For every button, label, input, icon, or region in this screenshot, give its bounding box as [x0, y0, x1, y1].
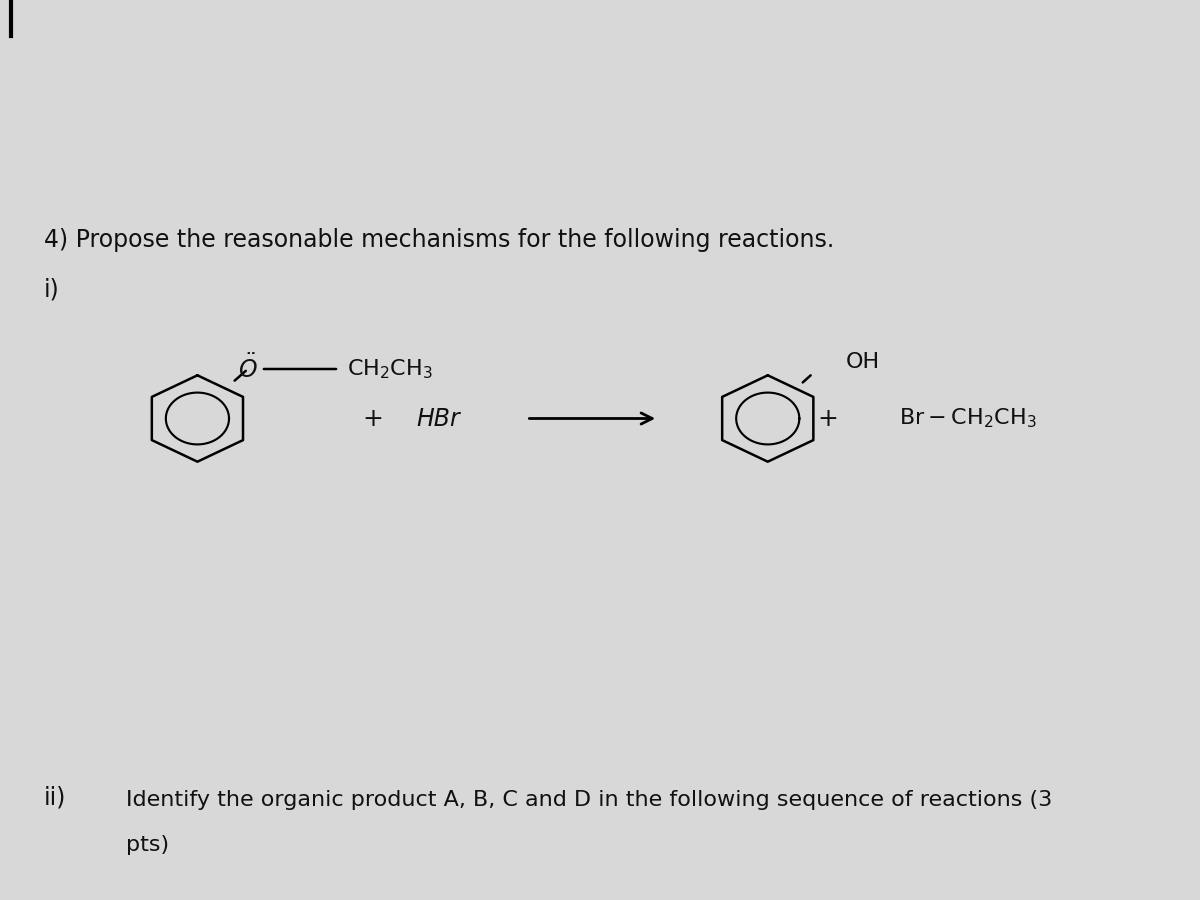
Text: 4) Propose the reasonable mechanisms for the following reactions.: 4) Propose the reasonable mechanisms for… — [44, 228, 834, 252]
Text: $\ddot{O}$: $\ddot{O}$ — [238, 355, 258, 383]
Text: $\mathregular{CH_2CH_3}$: $\mathregular{CH_2CH_3}$ — [347, 357, 432, 381]
Text: OH: OH — [846, 352, 880, 372]
Text: +: + — [817, 407, 839, 430]
Text: +: + — [362, 407, 383, 430]
Text: HBr: HBr — [416, 407, 461, 430]
Text: i): i) — [44, 277, 60, 302]
Text: ii): ii) — [44, 786, 66, 810]
Text: Identify the organic product A, B, C and D in the following sequence of reaction: Identify the organic product A, B, C and… — [126, 790, 1052, 810]
Text: pts): pts) — [126, 835, 169, 855]
Text: $\mathregular{Br-CH_2CH_3}$: $\mathregular{Br-CH_2CH_3}$ — [899, 407, 1037, 430]
